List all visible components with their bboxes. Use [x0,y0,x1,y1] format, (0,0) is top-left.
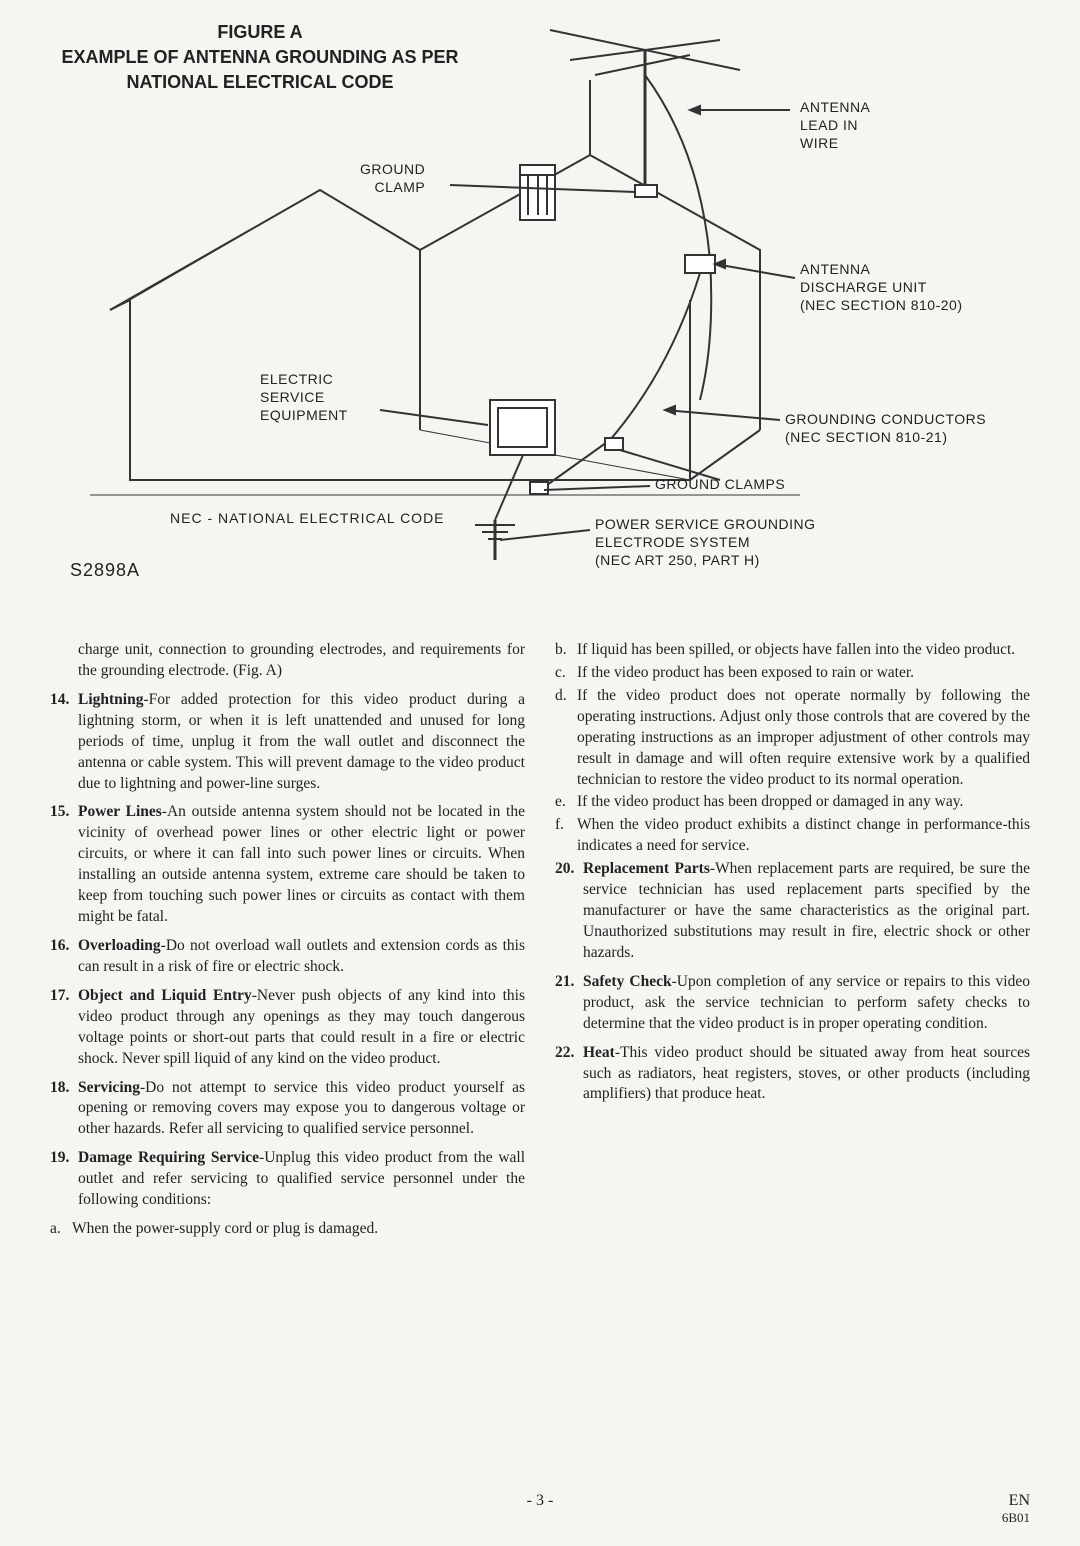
item-22: 22. Heat-This video product should be si… [555,1043,1030,1106]
model-number: S2898A [70,560,140,581]
sub-d: d. If the video product does not operate… [555,686,1030,791]
sub-e: e. If the video product has been dropped… [555,792,1030,813]
item-15: 15. Power Lines-An outside antenna syste… [50,802,525,928]
item-16: 16. Overloading-Do not overload wall out… [50,936,525,978]
page-footer: - 3 - EN 6B01 [0,1492,1080,1526]
item-19: 19. Damage Requiring Service-Unplug this… [50,1148,525,1211]
sub-c: c. If the video product has been exposed… [555,663,1030,684]
label-antenna-lead-in: ANTENNA LEAD IN WIRE [800,98,870,153]
item-21: 21. Safety Check-Upon completion of any … [555,972,1030,1035]
label-ground-clamp: GROUND CLAMP [360,160,425,196]
sub-a: a. When the power-supply cord or plug is… [50,1219,525,1240]
label-electric-service: ELECTRIC SERVICE EQUIPMENT [260,370,348,425]
sub-b: b. If liquid has been spilled, or object… [555,640,1030,661]
label-discharge-unit: ANTENNA DISCHARGE UNIT (NEC SECTION 810-… [800,260,962,315]
label-power-service: POWER SERVICE GROUNDING ELECTRODE SYSTEM… [595,515,816,570]
right-column: b. If liquid has been spilled, or object… [555,640,1030,1242]
item-18: 18. Servicing-Do not attempt to service … [50,1078,525,1141]
footer-code: 6B01 [1002,1510,1030,1526]
antenna-diagram [50,20,1030,620]
item-17: 17. Object and Liquid Entry-Never push o… [50,986,525,1070]
nec-footer: NEC - NATIONAL ELECTRICAL CODE [170,510,445,526]
figure-a: FIGURE A EXAMPLE OF ANTENNA GROUNDING AS… [50,20,1030,620]
left-column: charge unit, connection to grounding ele… [50,640,525,1242]
label-grounding-conductors: GROUNDING CONDUCTORS (NEC SECTION 810-21… [785,410,986,446]
sub-f: f. When the video product exhibits a dis… [555,815,1030,857]
page-number: - 3 - [527,1492,554,1510]
intro-fragment: charge unit, connection to grounding ele… [50,640,525,682]
body-columns: charge unit, connection to grounding ele… [50,640,1030,1242]
footer-lang: EN [1009,1492,1030,1509]
item-20: 20. Replacement Parts-When replacement p… [555,859,1030,964]
label-ground-clamps: GROUND CLAMPS [655,475,785,493]
item-14: 14. Lightning-For added protection for t… [50,690,525,795]
